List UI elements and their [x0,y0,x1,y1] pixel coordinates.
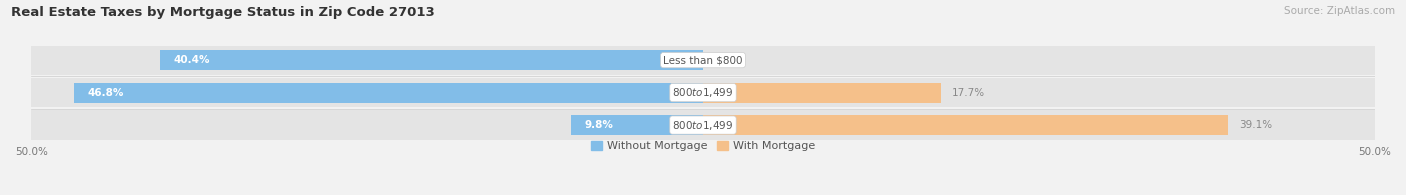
Text: 9.8%: 9.8% [585,120,613,130]
Bar [703,115,1229,135]
Text: 17.7%: 17.7% [952,88,984,98]
Text: $800 to $1,499: $800 to $1,499 [672,119,734,132]
Text: 40.4%: 40.4% [174,55,211,65]
Text: Real Estate Taxes by Mortgage Status in Zip Code 27013: Real Estate Taxes by Mortgage Status in … [11,6,434,19]
Bar [703,82,941,103]
Text: 0.0%: 0.0% [717,55,742,65]
Bar [75,82,703,103]
Text: Source: ZipAtlas.com: Source: ZipAtlas.com [1284,6,1395,16]
Text: $800 to $1,499: $800 to $1,499 [672,86,734,99]
Bar [31,78,1375,107]
Legend: Without Mortgage, With Mortgage: Without Mortgage, With Mortgage [586,136,820,155]
Bar [31,111,1375,140]
Text: 39.1%: 39.1% [1239,120,1272,130]
Bar [31,46,1375,75]
Bar [571,115,703,135]
Bar [160,50,703,70]
Text: 46.8%: 46.8% [87,88,124,98]
Text: Less than $800: Less than $800 [664,55,742,65]
